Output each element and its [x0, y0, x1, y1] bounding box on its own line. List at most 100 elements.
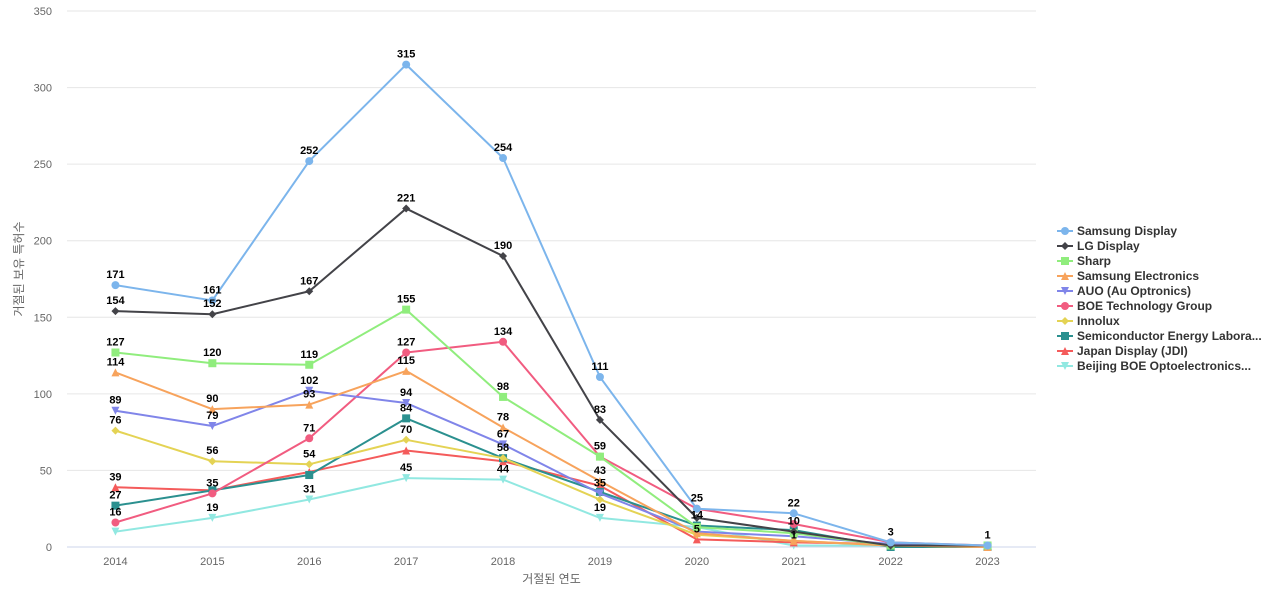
data-point — [692, 513, 701, 522]
data-label: 67 — [497, 428, 509, 440]
data-label: 102 — [300, 375, 318, 387]
data-point — [111, 527, 120, 536]
legend-item[interactable]: Beijing BOE Optoelectronics... — [1057, 359, 1251, 373]
data-label: 111 — [591, 361, 608, 373]
legend-marker — [1061, 362, 1069, 370]
legend-marker — [1061, 227, 1069, 235]
y-tick-label: 150 — [34, 312, 52, 324]
legend-item[interactable]: Semiconductor Energy Labora... — [1057, 329, 1262, 343]
data-point — [402, 60, 411, 69]
data-label: 84 — [400, 402, 413, 414]
data-label: 10 — [788, 516, 800, 528]
data-label: 71 — [303, 422, 315, 434]
data-point — [692, 535, 701, 544]
data-point — [789, 536, 798, 545]
data-point — [305, 495, 314, 504]
legend-item[interactable]: LG Display — [1057, 239, 1140, 253]
data-label: 76 — [109, 415, 121, 427]
series-lines — [111, 60, 992, 551]
data-point — [499, 252, 508, 261]
data-label: 252 — [300, 145, 318, 157]
data-label: 83 — [594, 404, 606, 416]
data-point — [305, 400, 314, 409]
data-point — [305, 386, 314, 395]
legend-label: Semiconductor Energy Labora... — [1077, 329, 1262, 343]
data-point — [305, 434, 314, 443]
data-label: 190 — [494, 240, 512, 252]
data-label: 90 — [206, 393, 218, 405]
data-point — [692, 529, 701, 538]
data-point — [208, 489, 217, 498]
series-line — [114, 389, 989, 548]
data-point — [692, 504, 701, 513]
data-point — [595, 489, 604, 498]
data-label: 89 — [109, 395, 121, 407]
data-point — [595, 477, 604, 486]
data-point — [499, 423, 508, 432]
data-label: 79 — [206, 410, 218, 422]
data-label: 59 — [594, 441, 606, 453]
x-axis-title: 거절된 연도 — [522, 572, 581, 586]
data-label: 39 — [109, 471, 121, 483]
data-label: 221 — [397, 193, 415, 205]
x-tick-label: 2022 — [878, 556, 902, 568]
data-label: 35 — [206, 477, 218, 489]
data-point — [208, 405, 217, 414]
data-label: 78 — [497, 412, 509, 424]
data-label: 25 — [691, 493, 703, 505]
legend-label: Japan Display (JDI) — [1077, 344, 1188, 358]
data-point — [499, 337, 508, 346]
data-label: 134 — [494, 326, 513, 338]
data-point — [402, 399, 411, 408]
data-label: 19 — [206, 502, 218, 514]
data-point — [789, 527, 798, 536]
data-point — [595, 373, 604, 382]
legend-item[interactable]: BOE Technology Group — [1057, 299, 1212, 313]
data-point — [111, 426, 120, 435]
legend-marker — [1061, 347, 1069, 355]
data-point — [305, 287, 314, 296]
legend-label: Innolux — [1077, 314, 1120, 328]
data-point — [111, 281, 120, 290]
series-line — [114, 429, 989, 548]
data-point — [111, 307, 120, 316]
data-label: 152 — [203, 298, 221, 310]
data-point — [789, 520, 798, 529]
legend-item[interactable]: Sharp — [1057, 254, 1111, 268]
x-tick-label: 2017 — [394, 556, 418, 568]
data-label: 1 — [791, 529, 797, 541]
series-line — [114, 340, 989, 547]
legend-item[interactable]: Samsung Display — [1057, 224, 1177, 238]
data-label: 127 — [397, 337, 415, 349]
legend-item[interactable]: Innolux — [1057, 314, 1120, 328]
legend-marker — [1061, 287, 1069, 295]
data-label: 5 — [694, 523, 700, 535]
x-tick-label: 2019 — [588, 556, 612, 568]
legend-label: Sharp — [1077, 254, 1111, 268]
x-tick-label: 2015 — [200, 556, 224, 568]
data-point — [499, 440, 508, 449]
data-label: 56 — [206, 445, 218, 457]
legend-item[interactable]: Japan Display (JDI) — [1057, 344, 1188, 358]
legend-item[interactable]: Samsung Electronics — [1057, 269, 1199, 283]
legend-item[interactable]: AUO (Au Optronics) — [1057, 284, 1191, 298]
data-point — [305, 471, 314, 480]
legend-label: BOE Technology Group — [1077, 299, 1212, 313]
data-point — [595, 415, 604, 424]
legend-label: LG Display — [1077, 239, 1140, 253]
series-line — [114, 308, 989, 547]
series-line — [114, 207, 989, 547]
series-group — [111, 60, 992, 550]
legend-marker — [1061, 332, 1069, 340]
data-point — [208, 359, 217, 368]
y-tick-label: 0 — [46, 542, 52, 554]
data-point — [402, 414, 411, 423]
y-tick-label: 300 — [34, 83, 52, 95]
data-point — [402, 204, 411, 213]
data-label: 119 — [300, 349, 318, 361]
y-tick-label: 350 — [34, 6, 52, 18]
data-point — [789, 509, 798, 518]
legend-marker — [1061, 242, 1069, 250]
